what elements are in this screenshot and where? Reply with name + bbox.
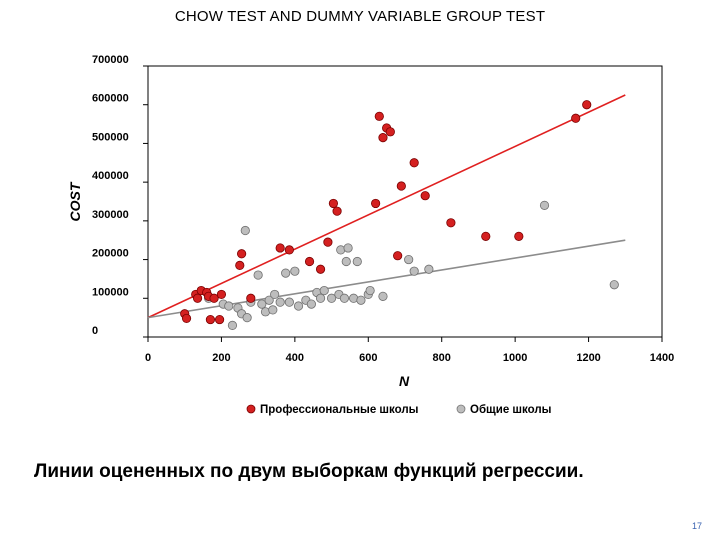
point-vocational [214, 314, 225, 325]
point-general [539, 200, 550, 210]
point-general [270, 289, 280, 300]
point-general [378, 291, 388, 301]
x-tick-label: 600 [359, 352, 377, 364]
x-axis-label: N [399, 373, 410, 389]
point-vocational [237, 249, 247, 259]
x-tick-label: 0 [145, 352, 151, 364]
point-general [409, 266, 419, 276]
point-vocational [446, 218, 456, 228]
point-general [352, 256, 362, 267]
point-general [339, 293, 350, 303]
point-vocational [315, 264, 326, 274]
y-tick-label: 600000 [92, 93, 129, 105]
point-vocational [275, 243, 285, 253]
y-tick-label: 400000 [92, 170, 129, 182]
point-general [257, 299, 267, 309]
point-general [365, 285, 375, 296]
x-axis-ticks: 0 200 400 600 800 1000 1200 1400 [145, 337, 674, 364]
plot-area [147, 65, 663, 338]
point-vocational [409, 158, 419, 168]
point-general [319, 285, 329, 296]
y-tick-label: 300000 [92, 209, 129, 221]
point-vocational [420, 191, 430, 201]
point-general [284, 297, 294, 307]
point-vocational [284, 245, 294, 255]
x-tick-label: 1400 [650, 352, 674, 364]
x-tick-label: 200 [212, 352, 230, 364]
point-vocational [385, 127, 395, 137]
point-general [306, 299, 316, 309]
slide-caption: Линии оцененных по двум выборкам функций… [34, 461, 584, 482]
point-general [326, 293, 337, 303]
point-general [424, 264, 434, 274]
point-general [224, 301, 234, 311]
legend-label-general: Общие школы [470, 404, 552, 416]
legend-marker-vocational [246, 404, 256, 414]
point-general [268, 305, 278, 315]
y-tick-label: 0 [92, 325, 98, 337]
point-general [240, 225, 250, 236]
point-vocational [235, 260, 245, 270]
chart-title: CHOW TEST AND DUMMY VARIABLE GROUP TEST [174, 8, 546, 25]
point-vocational [374, 111, 384, 121]
point-general [609, 280, 619, 290]
point-vocational [181, 313, 192, 324]
point-vocational [246, 293, 256, 303]
y-tick-label: 100000 [92, 286, 129, 298]
point-general [341, 256, 351, 267]
regression-line-vocational [147, 94, 626, 319]
point-general [356, 295, 366, 305]
point-general [242, 313, 252, 323]
point-vocational [481, 231, 491, 241]
point-vocational [582, 100, 592, 110]
point-general [290, 266, 300, 276]
point-vocational [328, 198, 339, 209]
legend-marker-general [456, 404, 466, 414]
y-tick-label: 200000 [92, 248, 129, 260]
y-axis-ticks: 0 100000 200000 300000 400000 500000 600000 700… [92, 54, 148, 338]
point-general [253, 270, 263, 280]
point-general [404, 254, 414, 265]
x-tick-label: 1200 [576, 352, 600, 364]
data-points [180, 100, 619, 330]
point-vocational [371, 198, 381, 209]
point-general [281, 268, 291, 278]
point-general [227, 320, 238, 330]
point-vocational [378, 133, 388, 143]
point-vocational [396, 181, 406, 191]
point-vocational [304, 256, 315, 267]
point-general [275, 297, 285, 307]
legend-label-vocational: Профессиональные школы [260, 404, 419, 416]
point-vocational [571, 113, 581, 123]
x-tick-label: 400 [286, 352, 304, 364]
point-vocational [192, 293, 203, 303]
legend: Профессиональные школы Общие школы [246, 404, 552, 416]
point-vocational [323, 237, 333, 247]
point-general [343, 243, 353, 253]
point-vocational [209, 293, 219, 303]
point-vocational [216, 289, 227, 300]
point-vocational [332, 206, 342, 216]
y-axis-label: COST [67, 181, 83, 221]
page-number: 17 [691, 521, 702, 531]
y-tick-label: 500000 [92, 131, 129, 143]
point-vocational [393, 251, 403, 261]
x-tick-label: 800 [433, 352, 451, 364]
point-general [293, 301, 304, 311]
y-tick-label: 700000 [92, 54, 129, 66]
point-general [264, 295, 274, 305]
point-vocational [205, 314, 216, 325]
point-general [315, 293, 326, 303]
x-tick-label: 1000 [503, 352, 527, 364]
point-vocational [514, 231, 524, 241]
